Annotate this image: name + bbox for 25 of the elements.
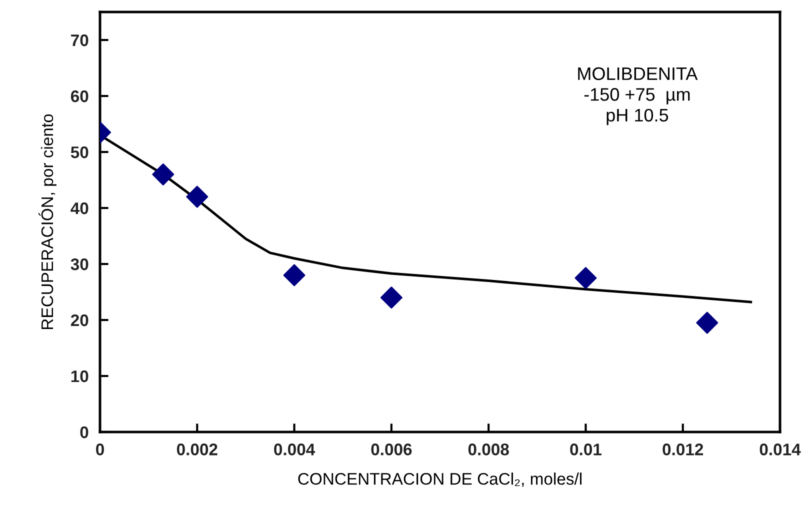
x-tick-label: 0.004 <box>274 444 316 456</box>
y-tick-label: 50 <box>70 146 88 158</box>
x-axis-title: CONCENTRACION DE CaCl₂, moles/l <box>298 472 582 487</box>
x-tick-label: 0.008 <box>468 444 509 456</box>
point <box>380 286 402 309</box>
annotation: MOLIBDENITA -150 +75 µm pH 10.5 <box>578 67 698 126</box>
y-tick-label: 70 <box>71 34 88 46</box>
y-tick-label: 20 <box>70 314 88 326</box>
x-tick-label: 0.01 <box>570 444 602 456</box>
y-axis-title: RECUPERACIÓN, por ciento <box>38 114 56 329</box>
x-tick-label: 0 <box>96 444 104 456</box>
y-tick-label: 60 <box>70 90 88 102</box>
point <box>574 267 597 289</box>
x-tick-label: 0.012 <box>662 444 704 456</box>
point <box>186 186 208 208</box>
x-tick-label: 0.002 <box>176 444 218 456</box>
point <box>152 163 174 186</box>
y-tick-label: 0 <box>80 426 88 438</box>
point <box>696 312 718 334</box>
point <box>283 264 306 286</box>
x-tick-label: 0.014 <box>760 444 801 456</box>
y-tick-label: 10 <box>71 370 88 382</box>
y-tick-label: 40 <box>70 202 88 214</box>
y-tick-label: 30 <box>70 258 88 270</box>
x-tick-label: 0.006 <box>371 444 412 456</box>
